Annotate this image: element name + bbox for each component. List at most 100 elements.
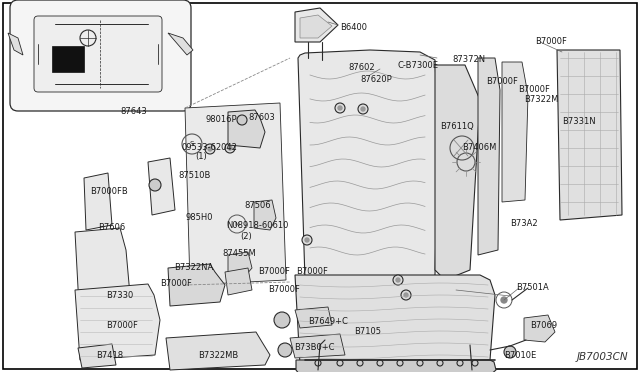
- Circle shape: [149, 179, 161, 191]
- Polygon shape: [185, 103, 286, 285]
- Polygon shape: [75, 228, 130, 325]
- Circle shape: [437, 360, 443, 366]
- Circle shape: [377, 360, 383, 366]
- Text: B7000F: B7000F: [258, 267, 290, 276]
- Text: B7000F: B7000F: [535, 38, 567, 46]
- Polygon shape: [290, 334, 345, 358]
- Polygon shape: [435, 65, 480, 280]
- Circle shape: [228, 146, 232, 150]
- Text: B73B0+C: B73B0+C: [294, 343, 335, 353]
- Polygon shape: [225, 268, 252, 295]
- Text: S: S: [190, 141, 194, 147]
- Text: B7000F: B7000F: [106, 321, 138, 330]
- Circle shape: [278, 343, 292, 357]
- Circle shape: [361, 107, 365, 111]
- Circle shape: [404, 293, 408, 297]
- Circle shape: [472, 360, 478, 366]
- Polygon shape: [168, 33, 193, 55]
- Text: 87455M: 87455M: [222, 250, 256, 259]
- Circle shape: [357, 360, 363, 366]
- Text: B7606: B7606: [98, 224, 125, 232]
- Text: B7322NA: B7322NA: [174, 263, 213, 273]
- Circle shape: [358, 104, 368, 114]
- Polygon shape: [254, 200, 276, 230]
- Circle shape: [396, 278, 400, 282]
- Text: B7000F: B7000F: [268, 285, 300, 295]
- Polygon shape: [228, 110, 265, 148]
- Text: B7501A: B7501A: [516, 283, 548, 292]
- Text: B7322M: B7322M: [524, 96, 558, 105]
- Text: 09533-62042: 09533-62042: [182, 142, 238, 151]
- Polygon shape: [557, 50, 622, 220]
- Circle shape: [504, 346, 516, 358]
- Circle shape: [501, 297, 507, 303]
- FancyBboxPatch shape: [10, 0, 191, 111]
- Polygon shape: [296, 360, 496, 372]
- Text: B7330: B7330: [106, 291, 133, 299]
- Circle shape: [274, 312, 290, 328]
- Text: B7611Q: B7611Q: [440, 122, 474, 131]
- Text: B7069: B7069: [530, 321, 557, 330]
- Polygon shape: [295, 275, 495, 365]
- Circle shape: [237, 115, 247, 125]
- Bar: [52, 46, 84, 72]
- Text: B7000F: B7000F: [518, 86, 550, 94]
- Text: B7010E: B7010E: [504, 352, 536, 360]
- Polygon shape: [478, 58, 500, 255]
- Polygon shape: [228, 252, 252, 275]
- Text: B7649+C: B7649+C: [308, 317, 348, 327]
- Text: 98016P: 98016P: [205, 115, 237, 125]
- Text: B7322MB: B7322MB: [198, 352, 238, 360]
- Polygon shape: [75, 284, 160, 360]
- Polygon shape: [166, 332, 270, 370]
- Circle shape: [302, 235, 312, 245]
- Text: (2): (2): [240, 231, 252, 241]
- Polygon shape: [84, 173, 112, 230]
- Text: 87603: 87603: [248, 113, 275, 122]
- Text: B7000F: B7000F: [160, 279, 192, 289]
- Polygon shape: [8, 33, 23, 55]
- Circle shape: [393, 275, 403, 285]
- Polygon shape: [78, 344, 116, 368]
- Polygon shape: [298, 50, 438, 285]
- Text: B7331N: B7331N: [562, 118, 596, 126]
- Polygon shape: [295, 307, 332, 328]
- Circle shape: [337, 360, 343, 366]
- Circle shape: [305, 238, 309, 242]
- Circle shape: [397, 360, 403, 366]
- Text: N08918-60610: N08918-60610: [226, 221, 289, 230]
- Text: B7105: B7105: [354, 327, 381, 337]
- Polygon shape: [168, 264, 225, 306]
- Circle shape: [315, 360, 321, 366]
- Text: 985H0: 985H0: [186, 214, 214, 222]
- Text: 87372N: 87372N: [452, 55, 485, 64]
- Text: B7000F: B7000F: [486, 77, 518, 87]
- Text: 87643: 87643: [120, 108, 147, 116]
- Circle shape: [401, 290, 411, 300]
- Circle shape: [338, 106, 342, 110]
- Text: 87506: 87506: [244, 202, 271, 211]
- Text: B6400: B6400: [340, 23, 367, 32]
- Circle shape: [225, 143, 235, 153]
- FancyBboxPatch shape: [34, 16, 162, 92]
- Text: (1): (1): [195, 153, 207, 161]
- Text: 87510B: 87510B: [178, 170, 211, 180]
- Text: 87620P: 87620P: [360, 76, 392, 84]
- Text: B7418: B7418: [96, 352, 123, 360]
- Circle shape: [335, 103, 345, 113]
- Polygon shape: [524, 315, 555, 342]
- Text: 87602: 87602: [348, 64, 374, 73]
- Circle shape: [208, 147, 212, 151]
- Polygon shape: [300, 15, 332, 38]
- Circle shape: [315, 344, 321, 350]
- Text: C-B7300E: C-B7300E: [398, 61, 439, 70]
- Text: B7000FB: B7000FB: [90, 187, 128, 196]
- Circle shape: [205, 144, 215, 154]
- Text: N: N: [235, 221, 239, 227]
- Polygon shape: [148, 158, 175, 215]
- Text: B7406M: B7406M: [462, 144, 497, 153]
- Text: B7000F: B7000F: [296, 267, 328, 276]
- Circle shape: [457, 360, 463, 366]
- Text: B73A2: B73A2: [510, 219, 538, 228]
- Circle shape: [417, 360, 423, 366]
